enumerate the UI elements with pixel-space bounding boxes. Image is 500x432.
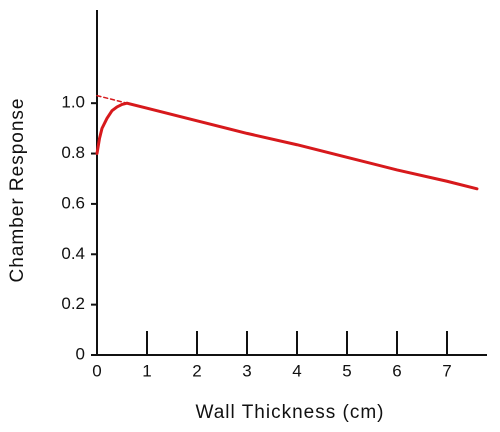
y-tick-label: 1.0 <box>61 93 85 112</box>
data-line <box>95 101 479 191</box>
x-tick-label: 0 <box>92 361 101 380</box>
x-tick-label: 5 <box>342 361 351 380</box>
y-tick-label: 0.6 <box>61 193 85 212</box>
y-tick-label: 0 <box>76 344 85 363</box>
x-tick-label: 1 <box>142 361 151 380</box>
x-tick-label: 7 <box>442 361 451 380</box>
y-axis-title: Chamber Response <box>7 98 28 283</box>
y-tick-label: 0.2 <box>61 294 85 313</box>
x-tick-label: 3 <box>242 361 251 380</box>
x-tick-label: 2 <box>192 361 201 380</box>
x-axis-title: Wall Thickness (cm) <box>196 402 385 423</box>
x-tick-label: 4 <box>292 361 301 380</box>
y-tick-label: 0.8 <box>61 143 85 162</box>
y-tick-label: 0.4 <box>61 244 85 263</box>
data-line <box>96 94 128 104</box>
x-tick-label: 6 <box>392 361 401 380</box>
